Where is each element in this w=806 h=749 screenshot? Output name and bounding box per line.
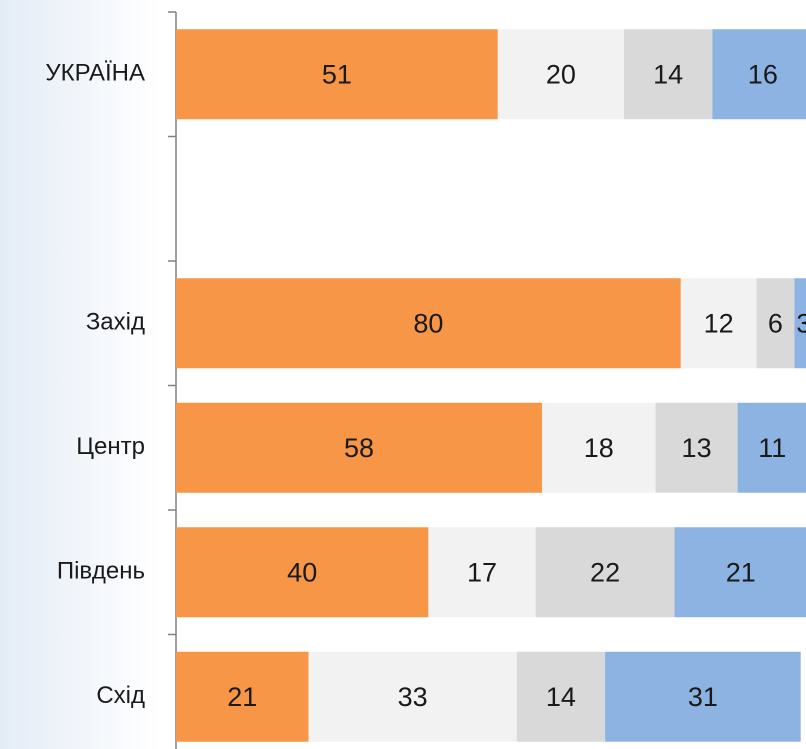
y-tick-label: Південь	[57, 558, 145, 585]
bar-segment	[516, 651, 606, 742]
bar-segment	[176, 29, 498, 120]
data-label: 6	[768, 308, 783, 338]
data-label: 80	[413, 308, 443, 338]
y-tick-label: Захід	[86, 309, 145, 336]
data-label: 31	[688, 682, 718, 712]
bar-segment	[428, 527, 536, 618]
bar-segment	[674, 527, 806, 618]
bar-segment	[497, 29, 625, 120]
data-label: 20	[546, 59, 576, 89]
data-label: 21	[726, 557, 756, 587]
data-label: 14	[546, 682, 576, 712]
data-label: 51	[322, 59, 352, 89]
bar-segment	[737, 402, 806, 493]
data-label: 3	[796, 308, 806, 338]
data-label: 12	[704, 308, 734, 338]
bar-segment	[176, 402, 542, 493]
data-label: 22	[590, 557, 620, 587]
data-label: 21	[227, 682, 257, 712]
y-tick-label: Схід	[96, 682, 145, 709]
bar-segment	[535, 527, 675, 618]
bar-segment	[756, 278, 795, 369]
data-label: 40	[287, 557, 317, 587]
data-label: 18	[584, 433, 614, 463]
data-label: 16	[748, 59, 778, 89]
bar-segment	[308, 651, 517, 742]
data-label: 13	[682, 433, 712, 463]
data-label: 58	[344, 433, 374, 463]
data-label: 11	[758, 433, 786, 463]
bar-segment	[712, 29, 806, 120]
bar-segment	[176, 651, 309, 742]
bar-segment	[176, 527, 429, 618]
y-tick-label: Центр	[76, 433, 145, 460]
bar-segment	[624, 29, 713, 120]
data-label: 17	[467, 557, 497, 587]
bar-segment	[605, 651, 801, 742]
data-label: 14	[653, 59, 683, 89]
y-tick-label: УКРАЇНА	[45, 60, 145, 87]
bar-segment	[794, 278, 806, 369]
bar-segment	[541, 402, 656, 493]
bar-segment	[680, 278, 757, 369]
bar-segment	[176, 278, 681, 369]
data-label: 33	[398, 682, 428, 712]
bar-segment	[655, 402, 738, 493]
